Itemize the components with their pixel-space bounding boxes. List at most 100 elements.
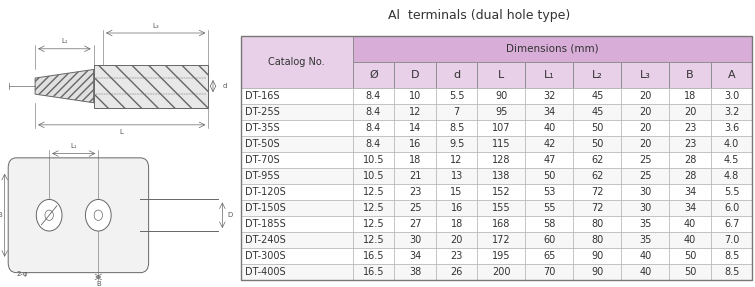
Text: 34: 34 [684, 203, 696, 213]
Bar [477, 88, 525, 104]
Text: 3.2: 3.2 [724, 106, 739, 117]
Text: DT-16S: DT-16S [245, 90, 279, 100]
Bar [573, 200, 621, 216]
Text: 40: 40 [684, 235, 696, 245]
Text: 12.5: 12.5 [362, 203, 384, 213]
Bar [710, 232, 753, 248]
Bar [710, 136, 753, 152]
Bar [573, 184, 621, 200]
Text: 107: 107 [492, 123, 510, 133]
Bar [394, 120, 436, 135]
Bar [669, 200, 710, 216]
Text: 58: 58 [543, 219, 556, 229]
Bar [525, 136, 573, 152]
Text: DT-25S: DT-25S [245, 106, 279, 117]
Bar [477, 184, 525, 200]
Text: 8.4: 8.4 [366, 139, 381, 149]
Text: 28: 28 [684, 155, 696, 165]
Text: 4.8: 4.8 [724, 171, 739, 181]
Text: D: D [411, 70, 419, 79]
Text: 21: 21 [409, 171, 421, 181]
Text: Dimensions (mm): Dimensions (mm) [506, 44, 599, 54]
Text: 70: 70 [543, 267, 556, 277]
Text: d: d [453, 70, 460, 79]
Text: 4.0: 4.0 [724, 139, 739, 149]
Bar [353, 152, 394, 168]
Text: 35: 35 [639, 219, 652, 229]
Text: 53: 53 [543, 187, 556, 197]
Bar [241, 120, 353, 135]
Text: 5.5: 5.5 [724, 187, 739, 197]
Text: 40: 40 [684, 219, 696, 229]
Bar [436, 120, 477, 135]
Text: 8.4: 8.4 [366, 123, 381, 133]
Text: 34: 34 [409, 251, 421, 261]
Bar [353, 136, 394, 152]
Bar [394, 264, 436, 280]
Text: 60: 60 [543, 235, 556, 245]
Text: 128: 128 [492, 155, 510, 165]
Bar [353, 88, 394, 104]
Text: 6.0: 6.0 [724, 203, 739, 213]
Text: 12.5: 12.5 [362, 187, 384, 197]
Text: 42: 42 [543, 139, 556, 149]
Bar [525, 88, 573, 104]
Bar [436, 168, 477, 184]
Text: 4.5: 4.5 [724, 155, 739, 165]
Bar [525, 104, 573, 120]
Text: 18: 18 [451, 219, 463, 229]
Bar [394, 200, 436, 216]
Bar [710, 62, 753, 88]
Text: 15: 15 [451, 187, 463, 197]
Text: 90: 90 [591, 267, 603, 277]
Text: 16: 16 [409, 139, 421, 149]
Text: DT-185S: DT-185S [245, 219, 285, 229]
Bar [669, 248, 710, 264]
Text: 65: 65 [543, 251, 556, 261]
Text: DT-120S: DT-120S [245, 187, 285, 197]
Bar [241, 232, 353, 248]
Bar [669, 168, 710, 184]
Text: 9.5: 9.5 [449, 139, 464, 149]
Text: 30: 30 [409, 235, 421, 245]
Bar [436, 232, 477, 248]
Bar [710, 168, 753, 184]
Bar [353, 36, 753, 62]
Text: 26: 26 [451, 267, 463, 277]
Text: 34: 34 [543, 106, 556, 117]
Bar [353, 104, 394, 120]
Text: 10: 10 [409, 90, 421, 100]
Bar [525, 184, 573, 200]
Text: 23: 23 [684, 123, 696, 133]
Bar [710, 216, 753, 232]
Text: Al  terminals (dual hole type): Al terminals (dual hole type) [388, 9, 570, 22]
Bar [669, 62, 710, 88]
Text: DT-150S: DT-150S [245, 203, 285, 213]
Text: L₂: L₂ [592, 70, 602, 79]
Bar [241, 36, 353, 88]
Text: 3.6: 3.6 [724, 123, 739, 133]
Text: 28: 28 [684, 171, 696, 181]
Text: 23: 23 [684, 139, 696, 149]
Text: 20: 20 [451, 235, 463, 245]
Bar [477, 62, 525, 88]
Text: DT-240S: DT-240S [245, 235, 285, 245]
Bar [436, 200, 477, 216]
Bar [241, 136, 353, 152]
Text: 20: 20 [684, 106, 696, 117]
Text: d: d [222, 83, 226, 89]
Text: 195: 195 [492, 251, 510, 261]
Bar [621, 136, 669, 152]
Text: 8.5: 8.5 [449, 123, 464, 133]
Text: 45: 45 [591, 90, 603, 100]
Text: DT-70S: DT-70S [245, 155, 279, 165]
Bar [669, 136, 710, 152]
Bar [241, 168, 353, 184]
Bar [241, 264, 353, 280]
Bar [669, 88, 710, 104]
Text: 80: 80 [591, 235, 603, 245]
Bar [241, 200, 353, 216]
Bar [525, 200, 573, 216]
Text: 23: 23 [409, 187, 421, 197]
Bar [525, 264, 573, 280]
